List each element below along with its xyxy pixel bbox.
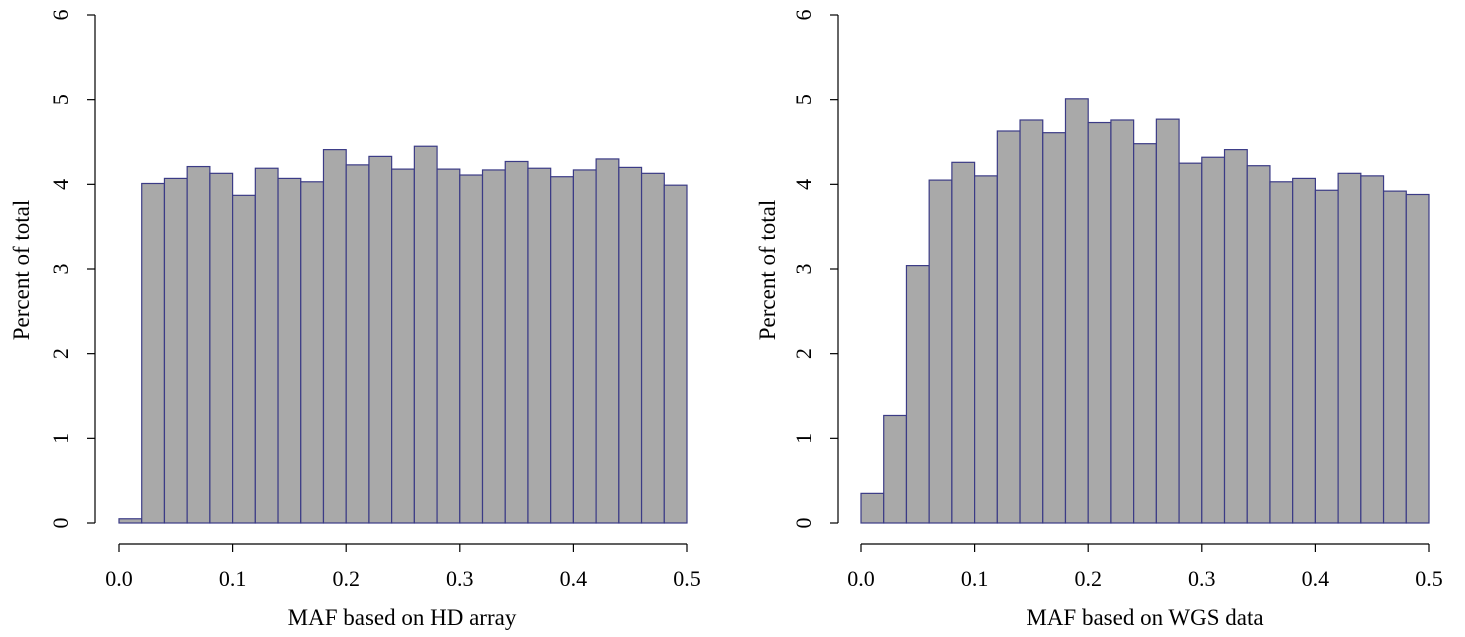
y-tick-label: 1: [48, 433, 73, 444]
histogram-bar: [1064, 98, 1089, 524]
x-tick-label: 0.5: [1415, 566, 1443, 591]
histogram-bar: [1087, 121, 1112, 524]
histogram-bar: [1110, 119, 1135, 524]
y-tick-label: 5: [791, 94, 816, 105]
histogram-bar: [1019, 119, 1044, 524]
y-tick-label: 2: [48, 348, 73, 359]
y-tick-label: 3: [48, 264, 73, 275]
histogram-bar: [618, 166, 643, 524]
y-axis: 0 1 2 3 4 5 6: [48, 10, 96, 529]
y-tick-label: 4: [48, 179, 73, 190]
histogram-bar: [1155, 118, 1180, 524]
y-tick-label: 0: [48, 518, 73, 529]
x-tick-label: 0.2: [332, 566, 360, 591]
histogram-wgs-data: 0 1 2 3 4 5 6 0.0 0.1 0.2 0.3 0.4 0.5 MAF based on …: [755, 10, 1443, 631]
histogram-bar: [1314, 189, 1339, 524]
histogram-bar: [883, 414, 908, 524]
histogram-bar: [186, 165, 211, 524]
histogram-bar: [322, 149, 347, 524]
x-axis-title: MAF based on WGS data: [1026, 605, 1263, 630]
x-tick-label: 0.4: [1302, 566, 1330, 591]
histogram-bar: [1133, 143, 1157, 524]
x-tick-label: 0.0: [847, 566, 875, 591]
histogram-bar: [527, 167, 552, 524]
bars-group: [860, 98, 1430, 524]
y-tick-label: 2: [791, 348, 816, 359]
x-axis: 0.0 0.1 0.2 0.3 0.4 0.5: [105, 543, 701, 591]
histogram-bar: [209, 172, 234, 524]
y-tick-label: 6: [48, 10, 73, 21]
histogram-bar: [1360, 175, 1385, 524]
histogram-bar: [163, 177, 188, 524]
histogram-bar: [1269, 181, 1294, 524]
y-tick-label: 4: [791, 179, 816, 190]
histogram-bar: [1223, 149, 1248, 524]
x-tick-label: 0.1: [961, 566, 989, 591]
x-tick-label: 0.2: [1074, 566, 1102, 591]
histogram-bar: [118, 518, 143, 524]
histogram-bar: [928, 179, 953, 524]
histogram-bar: [436, 168, 461, 524]
y-tick-label: 6: [791, 10, 816, 21]
histogram-bar: [391, 168, 415, 524]
x-tick-label: 0.5: [673, 566, 701, 591]
histogram-bar: [413, 145, 438, 524]
histogram-bar: [481, 169, 506, 524]
histogram-bar: [905, 265, 930, 524]
y-tick-label: 0: [791, 518, 816, 529]
histogram-bar: [1201, 156, 1226, 524]
histogram-bar: [663, 184, 688, 524]
y-axis: 0 1 2 3 4 5 6: [791, 10, 839, 529]
bars-group: [118, 145, 688, 524]
histogram-bar: [572, 169, 597, 524]
x-tick-label: 0.1: [219, 566, 247, 591]
histogram-bar: [1382, 190, 1407, 524]
histogram-bar: [1246, 165, 1271, 524]
histogram-bar: [951, 161, 976, 524]
histogram-bar: [974, 175, 998, 524]
x-axis: 0.0 0.1 0.2 0.3 0.4 0.5: [847, 543, 1443, 591]
y-tick-label: 3: [791, 264, 816, 275]
histogram-bar: [141, 182, 166, 524]
histogram-bar: [1292, 177, 1316, 524]
histogram-bar: [254, 167, 279, 524]
y-axis-title: Percent of total: [755, 200, 780, 341]
y-tick-label: 1: [791, 433, 816, 444]
x-tick-label: 0.3: [1188, 566, 1216, 591]
histogram-bar: [1042, 132, 1067, 524]
histogram-bar: [996, 130, 1021, 524]
histogram-bar: [345, 164, 370, 524]
x-tick-label: 0.3: [446, 566, 474, 591]
histogram-bar: [232, 194, 256, 524]
histogram-bar: [1405, 193, 1430, 524]
histogram-bar: [277, 177, 302, 524]
histogram-bar: [1178, 162, 1203, 524]
histogram-bar: [860, 492, 885, 524]
x-tick-label: 0.0: [105, 566, 133, 591]
histogram-bar: [1337, 172, 1362, 524]
y-tick-label: 5: [48, 94, 73, 105]
x-tick-label: 0.4: [560, 566, 588, 591]
histogram-bar: [459, 174, 484, 524]
x-axis-title: MAF based on HD array: [288, 605, 517, 630]
histogram-bar: [595, 158, 620, 524]
histogram-bar: [368, 155, 393, 524]
histogram-bar: [550, 176, 574, 524]
y-axis-title: Percent of total: [9, 200, 34, 341]
histogram-bar: [300, 181, 325, 524]
histogram-hd-array: 0 1 2 3 4 5 6 0.0 0.1 0.2 0.3 0.4 0.5 MAF based on …: [9, 10, 701, 631]
histogram-bar: [504, 160, 529, 524]
histogram-bar: [640, 172, 665, 524]
